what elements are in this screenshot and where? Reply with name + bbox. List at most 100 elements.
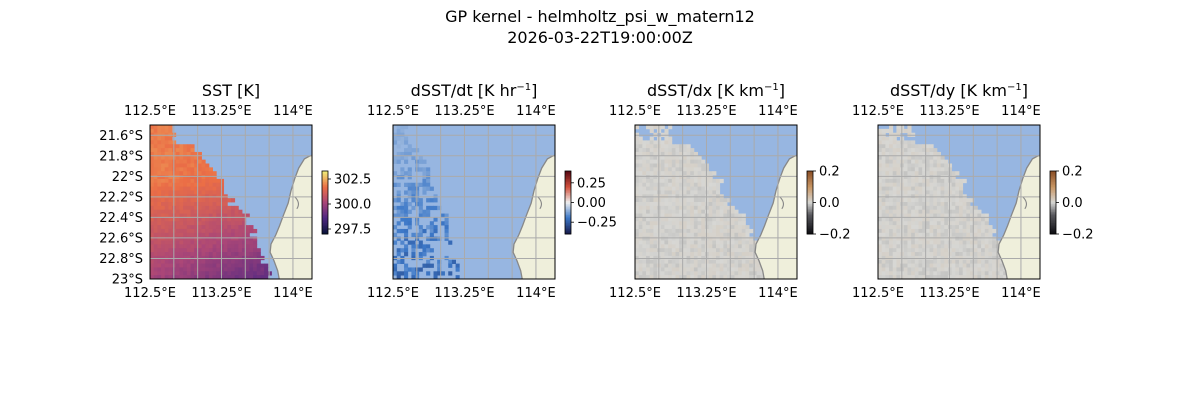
data-cell: [697, 171, 702, 176]
data-cell: [642, 217, 647, 222]
data-cell: [638, 167, 643, 172]
data-cell: [205, 252, 210, 257]
data-cell: [704, 163, 710, 168]
data-cell: [194, 198, 199, 203]
data-cell: [205, 167, 210, 172]
data-cell: [690, 186, 695, 191]
data-cell: [638, 271, 643, 276]
data-cell: [719, 236, 724, 241]
data-cell: [649, 175, 654, 180]
data-cell: [911, 244, 916, 249]
data-cell: [168, 252, 173, 257]
data-cell: [638, 182, 643, 187]
data-cell: [690, 232, 695, 238]
data-cell: [752, 244, 757, 249]
data-cell: [675, 171, 680, 176]
data-cell: [194, 171, 199, 176]
data-cell: [157, 240, 162, 245]
data-cell: [186, 275, 191, 279]
colorbar-tick-label: −0.2: [1062, 228, 1094, 243]
data-cell: [907, 175, 912, 180]
data-cell: [186, 167, 191, 172]
data-cell: [970, 259, 975, 264]
data-cell: [914, 205, 919, 211]
data-cell: [675, 205, 680, 211]
data-cell: [712, 209, 717, 214]
data-cell: [653, 236, 658, 241]
data-cell: [693, 263, 698, 268]
data-cell: [168, 244, 173, 249]
colorbar-swatch: [1050, 204, 1056, 207]
data-cell: [642, 198, 647, 203]
data-cell: [418, 225, 423, 230]
data-cell: [999, 263, 1004, 268]
data-cell: [197, 190, 202, 195]
data-cell: [922, 252, 927, 257]
data-cell: [664, 225, 669, 230]
data-cell: [752, 252, 757, 257]
data-cell: [238, 213, 243, 218]
data-cell: [671, 252, 676, 257]
data-cell: [205, 244, 210, 249]
x-tick-label-bottom: 113.25°E: [191, 286, 251, 301]
data-cell: [212, 228, 217, 234]
data-cell: [664, 248, 669, 253]
data-cell: [668, 259, 673, 264]
data-cell: [889, 225, 894, 230]
data-cell: [966, 228, 971, 234]
data-cell: [679, 205, 684, 211]
data-cell: [186, 248, 191, 253]
data-cell: [686, 232, 691, 238]
data-cell: [675, 182, 680, 187]
data-cell: [911, 163, 916, 168]
data-cell: [671, 240, 676, 245]
data-cell: [194, 182, 199, 187]
data-cell: [936, 236, 941, 241]
data-cell: [682, 171, 687, 176]
data-cell: [907, 144, 912, 149]
data-cell: [153, 198, 158, 203]
data-cell: [649, 225, 654, 230]
data-cell: [977, 271, 982, 276]
data-cell: [752, 263, 757, 268]
data-cell: [712, 182, 717, 187]
data-cell: [704, 267, 710, 272]
colorbar-swatch: [565, 185, 571, 188]
data-cell: [212, 248, 217, 253]
x-tick-label-top: 112.5°E: [124, 104, 176, 119]
data-cell: [682, 228, 687, 234]
data-cell: [179, 163, 184, 168]
data-cell: [885, 209, 890, 214]
data-cell: [693, 213, 698, 218]
data-cell: [697, 275, 702, 279]
data-cell: [212, 198, 217, 203]
data-cell: [208, 217, 213, 222]
data-cell: [197, 209, 202, 214]
data-cell: [686, 259, 691, 264]
data-cell: [646, 213, 651, 218]
data-cell: [708, 275, 713, 279]
data-cell: [951, 198, 956, 203]
data-cell: [679, 163, 684, 168]
data-cell: [701, 163, 706, 168]
x-tick-label-top: 113.25°E: [919, 104, 979, 119]
data-cell: [940, 217, 945, 222]
data-cell: [179, 228, 184, 234]
data-cell: [231, 217, 236, 222]
data-cell: [712, 244, 717, 249]
data-cell: [668, 228, 673, 234]
data-cell: [686, 175, 691, 180]
data-cell: [404, 271, 409, 276]
data-cell: [892, 182, 897, 187]
data-cell: [179, 155, 184, 161]
data-cell: [231, 205, 236, 211]
data-cell: [190, 163, 195, 168]
data-cell: [716, 236, 721, 241]
data-cell: [738, 252, 743, 257]
data-cell: [396, 275, 401, 279]
colorbar-swatch: [565, 210, 571, 213]
data-cell: [150, 136, 155, 141]
data-cell: [925, 240, 930, 245]
data-cell: [730, 267, 735, 272]
data-cell: [881, 232, 886, 238]
